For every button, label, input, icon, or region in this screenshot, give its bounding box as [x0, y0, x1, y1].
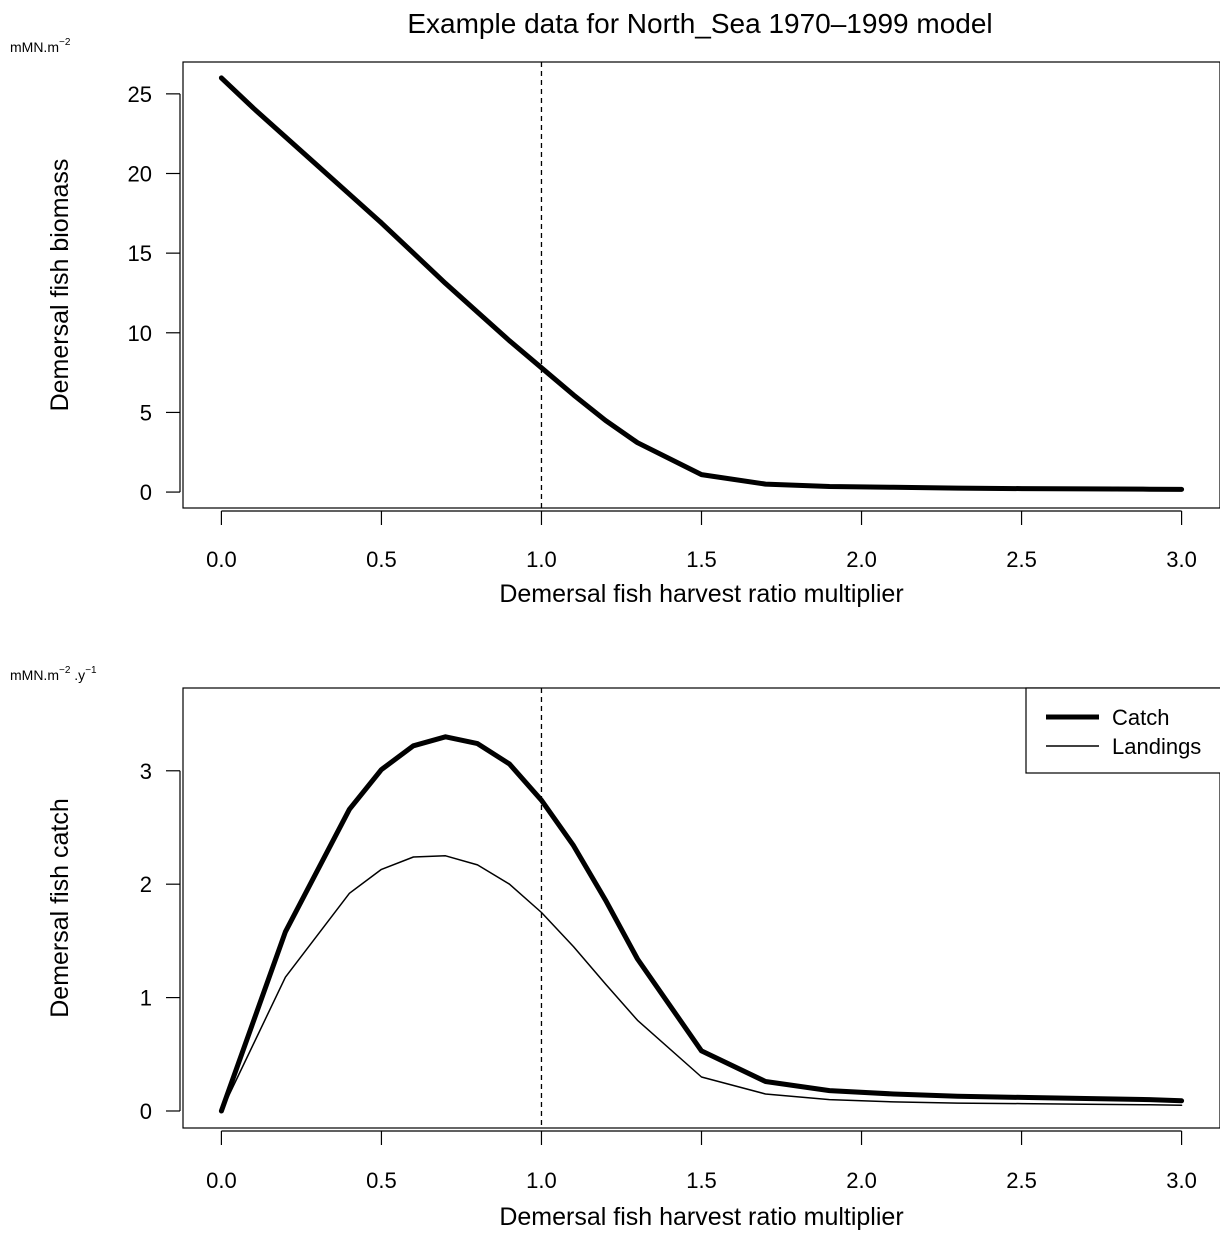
x-tick-label: 2.5 — [1006, 1168, 1037, 1193]
y-tick-label: 0 — [140, 480, 152, 505]
x-tick-label: 2.5 — [1006, 547, 1037, 572]
y-tick-label: 1 — [140, 986, 152, 1011]
series-line-1 — [218, 75, 1185, 492]
x-tick-label: 2.0 — [846, 547, 877, 572]
x-tick-label: 1.5 — [686, 547, 717, 572]
series-line-catch — [218, 734, 1185, 1114]
legend-label: Landings — [1112, 734, 1201, 759]
y-axis-label: Demersal fish catch — [46, 798, 74, 1018]
y-tick-label: 3 — [140, 759, 152, 784]
x-tick-label: 1.0 — [526, 547, 557, 572]
x-tick-label: 3.0 — [1166, 1168, 1197, 1193]
x-tick-label: 0.0 — [206, 547, 237, 572]
legend-box — [1025, 687, 1220, 774]
y-tick-label: 15 — [128, 241, 152, 266]
x-tick-label: 0.0 — [206, 1168, 237, 1193]
y-tick-label: 10 — [128, 321, 152, 346]
x-tick-label: 2.0 — [846, 1168, 877, 1193]
plot-frame — [182, 61, 1220, 509]
legend-label: Catch — [1112, 705, 1169, 730]
y-tick-label: 25 — [128, 82, 152, 107]
unit-label: mMN.m−2 .y−1 — [10, 665, 97, 683]
y-axis-label: Demersal fish biomass — [46, 159, 74, 412]
series-line-landings — [220, 855, 1183, 1112]
y-tick-label: 20 — [128, 162, 152, 187]
legend: Catch Landings — [1025, 687, 1220, 774]
x-tick-label: 1.5 — [686, 1168, 717, 1193]
chart-panel-1: Example data for North_Sea 1970–1999 mod… — [10, 8, 1220, 608]
plot-frame — [182, 687, 1220, 1129]
chart-panel-2: mMN.m−2 .y−1 0 1 2 3 0.0 0.5 1.0 1.5 2.0 2.5 3.0 Dem… — [10, 665, 1220, 1231]
y-tick-label: 2 — [140, 872, 152, 897]
x-axis-label: Demersal fish harvest ratio multiplier — [499, 1203, 903, 1231]
y-tick-label: 5 — [140, 400, 152, 425]
x-tick-label: 3.0 — [1166, 547, 1197, 572]
x-tick-label: 1.0 — [526, 1168, 557, 1193]
unit-label: mMN.m−2 — [10, 37, 71, 55]
chart-title: Example data for North_Sea 1970–1999 mod… — [407, 8, 992, 39]
x-tick-label: 0.5 — [366, 547, 397, 572]
x-tick-label: 0.5 — [366, 1168, 397, 1193]
x-axis-label: Demersal fish harvest ratio multiplier — [499, 580, 903, 608]
y-tick-label: 0 — [140, 1099, 152, 1124]
